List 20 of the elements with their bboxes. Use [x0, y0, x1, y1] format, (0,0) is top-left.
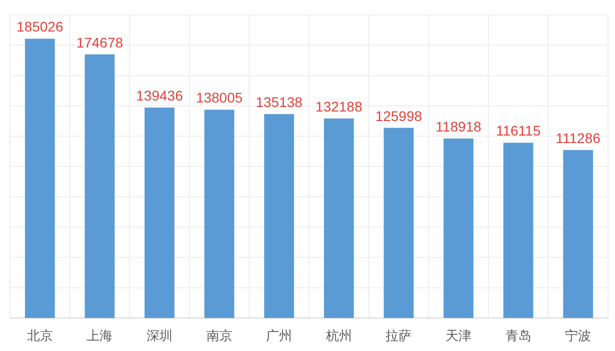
data-label: 132188 — [316, 98, 362, 114]
data-label: 111286 — [556, 130, 601, 146]
x-tick-label: 宁波 — [565, 328, 592, 344]
x-tick-label: 青岛 — [505, 329, 532, 344]
data-label: 174678 — [76, 34, 124, 50]
x-tick-label: 拉萨 — [386, 329, 412, 344]
data-label: 118918 — [436, 118, 482, 135]
x-tick-label: 杭州 — [324, 329, 352, 344]
data-label: 185026 — [16, 18, 64, 35]
data-label: 135138 — [256, 94, 303, 110]
data-label: 138005 — [196, 90, 243, 106]
x-tick-label: 天津 — [446, 329, 472, 344]
data-label: 116115 — [496, 122, 541, 139]
x-tick-label: 北京 — [26, 329, 53, 344]
x-tick-label: 南京 — [206, 329, 232, 344]
data-label: 139436 — [136, 88, 184, 104]
data-label: 125998 — [375, 108, 422, 124]
x-tick-label: 广州 — [266, 329, 292, 344]
x-tick-label: 上海 — [86, 329, 113, 344]
x-tick-label: 深圳 — [146, 329, 172, 344]
